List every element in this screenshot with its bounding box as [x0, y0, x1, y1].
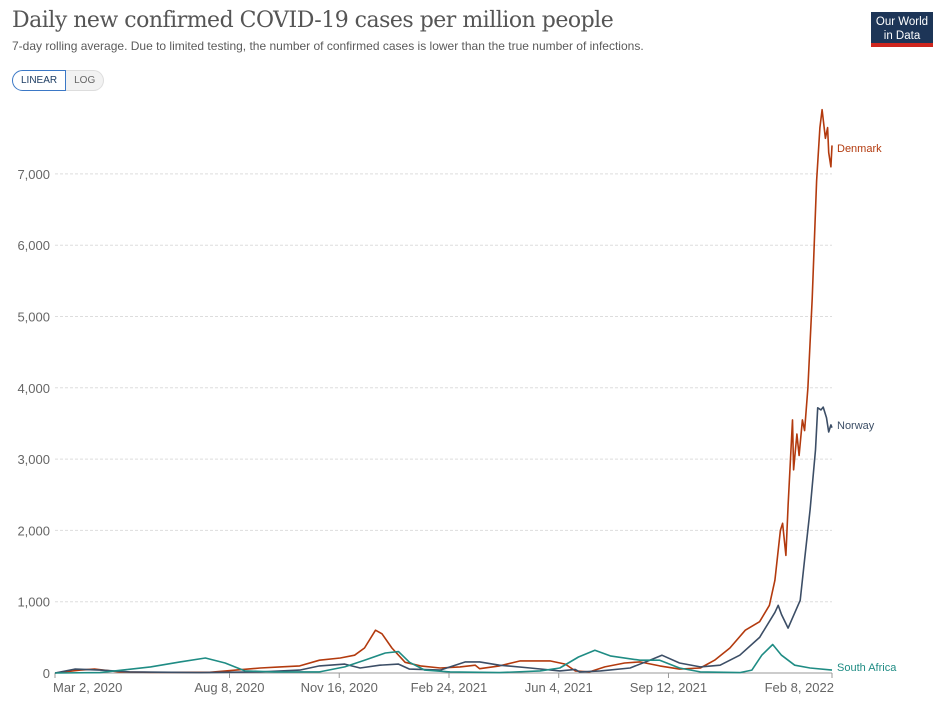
y-tick-label: 6,000 — [17, 238, 50, 253]
x-tick-label: Aug 8, 2020 — [194, 680, 264, 695]
x-tick-label: Jun 4, 2021 — [525, 680, 593, 695]
linear-scale-button[interactable]: LINEAR — [12, 70, 67, 91]
y-tick-label: 2,000 — [17, 523, 50, 538]
y-tick-label: 1,000 — [17, 595, 50, 610]
y-tick-label: 4,000 — [17, 381, 50, 396]
series-line-norway — [54, 406, 833, 674]
x-tick-label: Sep 12, 2021 — [630, 680, 707, 695]
chart-title: Daily new confirmed COVID-19 cases per m… — [12, 8, 614, 33]
y-tick-label: 3,000 — [17, 452, 50, 467]
logo-line-2: in Data — [883, 30, 921, 42]
y-tick-label: 7,000 — [17, 167, 50, 182]
y-tick-label: 5,000 — [17, 310, 50, 325]
log-scale-button[interactable]: LOG — [66, 70, 105, 91]
series-label-norway: Norway — [837, 420, 875, 432]
series-line-south-africa — [54, 643, 833, 674]
logo-line-1: Our World — [875, 16, 929, 28]
x-tick-label: Nov 16, 2020 — [301, 680, 378, 695]
series-label-denmark: Denmark — [837, 143, 882, 155]
x-tick-label: Mar 2, 2020 — [53, 680, 122, 695]
x-tick-label: Feb 8, 2022 — [765, 680, 834, 695]
series-label-south-africa: South Africa — [837, 662, 897, 674]
x-tick-label: Feb 24, 2021 — [411, 680, 488, 695]
scale-toggle: LINEAR LOG — [12, 70, 105, 91]
y-tick-label: 0 — [43, 666, 50, 681]
series-line-denmark — [54, 108, 833, 674]
chart-subtitle: 7-day rolling average. Due to limited te… — [12, 39, 644, 53]
owid-logo[interactable]: Our World in Data — [871, 12, 933, 47]
